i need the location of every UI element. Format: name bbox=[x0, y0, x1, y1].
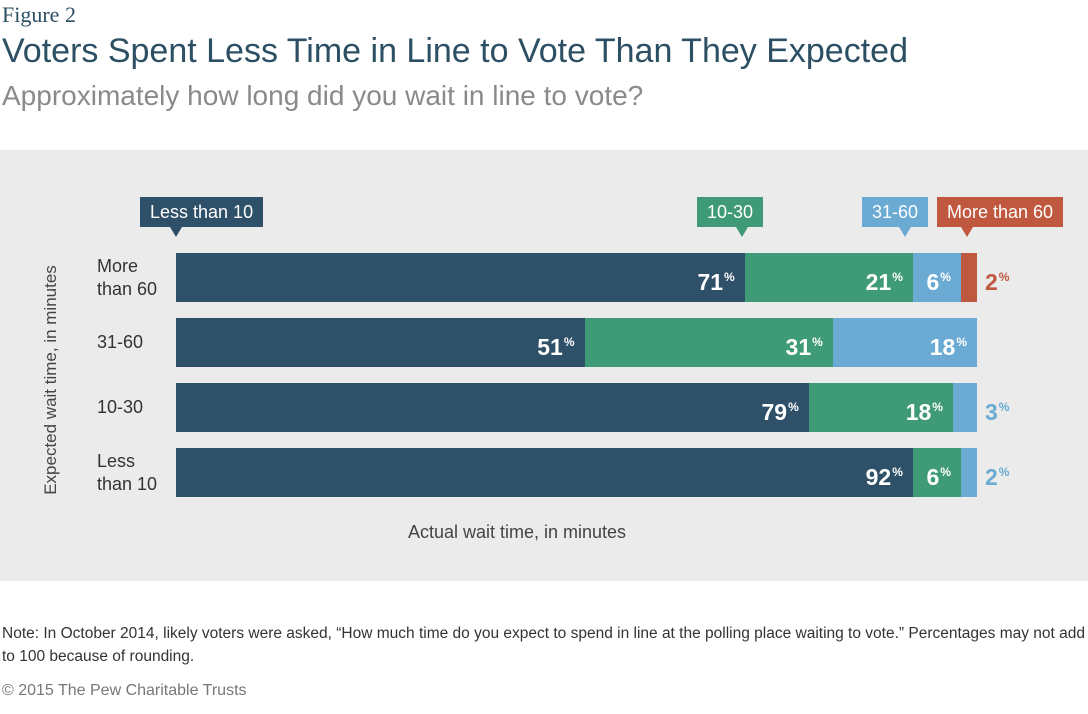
data-label: 6% bbox=[926, 464, 951, 490]
bar-segment bbox=[176, 383, 809, 432]
category-label: 10-30 bbox=[97, 397, 144, 417]
legend-label: 31-60 bbox=[862, 197, 929, 227]
note: Note: In October 2014, likely voters wer… bbox=[2, 625, 1086, 665]
bar-segment bbox=[584, 318, 833, 367]
data-label: 21% bbox=[865, 269, 903, 295]
category-label: Less than 10 bbox=[97, 450, 158, 494]
x-axis-label: Actual wait time, in minutes bbox=[407, 522, 627, 542]
data-label: 3% bbox=[985, 399, 1010, 425]
category-label: 31-60 bbox=[97, 332, 144, 352]
chart-subtitle: Approximately how long did you wait in l… bbox=[2, 80, 644, 111]
bar-segment bbox=[176, 448, 913, 497]
data-label: 51% bbox=[537, 334, 575, 360]
bar-segment bbox=[912, 448, 961, 497]
bar-segment bbox=[808, 383, 953, 432]
copyright: © 2015 The Pew Charitable Trusts bbox=[2, 682, 247, 699]
data-label: 71% bbox=[697, 269, 735, 295]
bar-segment bbox=[912, 253, 961, 302]
bar-segment bbox=[176, 318, 585, 367]
bar-segment bbox=[176, 253, 745, 302]
legend-pointer bbox=[961, 227, 973, 237]
legend-label: Less than 10 bbox=[140, 197, 264, 227]
legend-pointer bbox=[899, 227, 911, 237]
legend-pointer bbox=[736, 227, 748, 237]
data-label: 2% bbox=[985, 269, 1010, 295]
bar-segment bbox=[952, 383, 977, 432]
data-label: 18% bbox=[905, 399, 943, 425]
legend-label: More than 60 bbox=[937, 197, 1064, 227]
bar-segment bbox=[960, 448, 977, 497]
legend-pointer bbox=[170, 227, 182, 237]
data-label: 6% bbox=[926, 269, 951, 295]
y-axis-label: Expected wait time, in minutes bbox=[41, 265, 60, 495]
category-label: More than 60 bbox=[97, 255, 158, 299]
bar-segment bbox=[744, 253, 913, 302]
data-label: 2% bbox=[985, 464, 1010, 490]
data-label: 92% bbox=[865, 464, 903, 490]
bar-segment bbox=[832, 318, 977, 367]
legend-label: 10-30 bbox=[697, 197, 764, 227]
bar-segment bbox=[960, 253, 977, 302]
data-label: 18% bbox=[929, 334, 967, 360]
chart-title: Voters Spent Less Time in Line to Vote T… bbox=[2, 32, 908, 70]
figure-label: Figure 2 bbox=[2, 2, 76, 27]
data-label: 31% bbox=[785, 334, 823, 360]
data-label: 79% bbox=[761, 399, 799, 425]
